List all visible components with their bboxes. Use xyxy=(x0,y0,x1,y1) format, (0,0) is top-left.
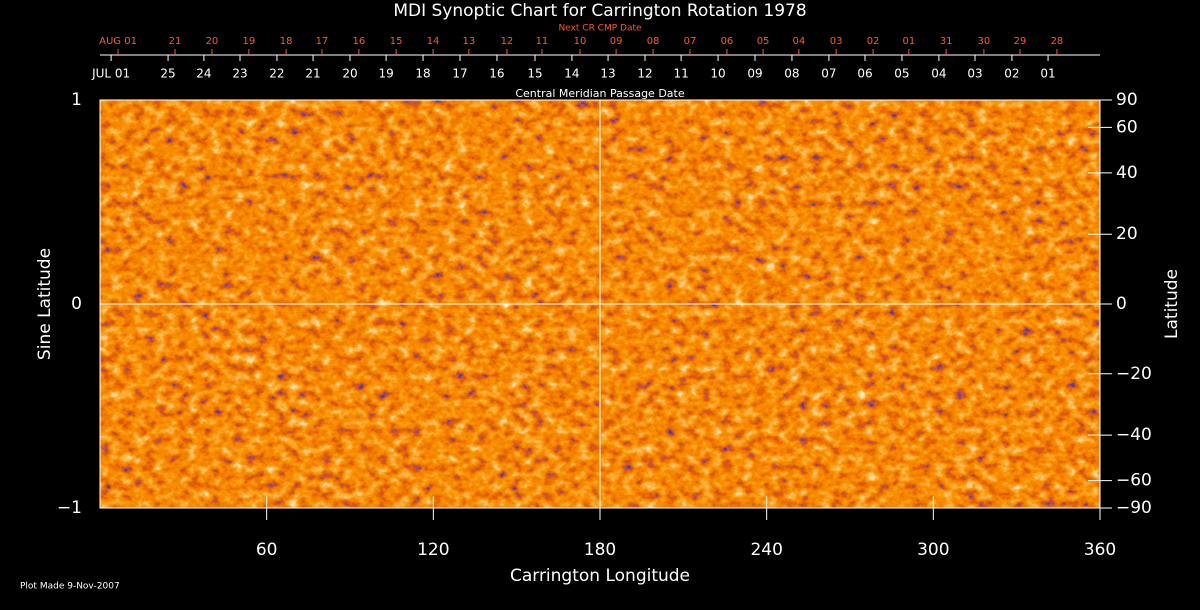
y2-tick-label: 40 xyxy=(1116,163,1138,183)
date-tick-label: 14 xyxy=(564,67,579,81)
date-tick-label: 11 xyxy=(536,36,549,47)
date-tick-label: 11 xyxy=(673,67,688,81)
chart-title: MDI Synoptic Chart for Carrington Rotati… xyxy=(393,1,806,21)
x-tick-label: 240 xyxy=(750,540,782,560)
x-tick-label: 120 xyxy=(417,540,449,560)
date-tick-label: 12 xyxy=(637,67,652,81)
date-tick-label: 08 xyxy=(784,67,799,81)
date-tick-label: 14 xyxy=(427,36,440,47)
date-tick-label: 20 xyxy=(342,67,357,81)
date-tick-label: 10 xyxy=(574,36,587,47)
footnote: Plot Made 9-Nov-2007 xyxy=(20,582,120,592)
date-tick-label: 17 xyxy=(452,67,467,81)
date-tick-label: 15 xyxy=(527,67,542,81)
y2-tick-label: 20 xyxy=(1116,224,1138,244)
y2-tick-label: −60 xyxy=(1116,471,1152,491)
x-axis-label: Carrington Longitude xyxy=(510,566,690,586)
date-tick-label: 18 xyxy=(280,36,293,47)
date-tick-label: 02 xyxy=(867,36,880,47)
y-tick-label: 1 xyxy=(71,90,82,110)
date-tick-label: 12 xyxy=(501,36,514,47)
date-tick-label: 09 xyxy=(610,36,623,47)
date-tick-label: 03 xyxy=(967,67,982,81)
y2-tick-label: 90 xyxy=(1116,90,1138,110)
date-tick-label: 16 xyxy=(353,36,366,47)
y2-axis-label: Latitude xyxy=(1162,269,1182,339)
date-tick-label: 08 xyxy=(647,36,660,47)
date-tick-label: 21 xyxy=(169,36,182,47)
date-tick-label: 19 xyxy=(378,67,393,81)
y2-tick-label: −90 xyxy=(1116,498,1152,518)
date-tick-label: 20 xyxy=(206,36,219,47)
date-tick-label: 21 xyxy=(305,67,320,81)
y2-tick-label: −40 xyxy=(1116,425,1152,445)
cmp-axis-label: Central Meridian Passage Date xyxy=(515,87,684,100)
date-tick-label: 01 xyxy=(1040,67,1055,81)
date-tick-label: 13 xyxy=(600,67,615,81)
y2-tick-label: −20 xyxy=(1116,364,1152,384)
date-tick-label: 07 xyxy=(684,36,697,47)
next-cmp-axis-label: Next CR CMP Date xyxy=(558,24,642,34)
date-tick-label: 25 xyxy=(160,67,175,81)
date-tick-label: 13 xyxy=(463,36,476,47)
date-tick-label: 04 xyxy=(931,67,946,81)
x-tick-label: 360 xyxy=(1084,540,1116,560)
date-tick-label: 06 xyxy=(857,67,872,81)
date-tick-label: 16 xyxy=(489,67,504,81)
date-tick-label: 09 xyxy=(747,67,762,81)
date-tick-label: 03 xyxy=(830,36,843,47)
date-tick-label: 24 xyxy=(196,67,211,81)
y-axis-label: Sine Latitude xyxy=(35,248,55,360)
date-tick-label: 31 xyxy=(940,36,953,47)
date-tick-label: 15 xyxy=(390,36,403,47)
date-tick-label: 29 xyxy=(1014,36,1027,47)
date-tick-label: 06 xyxy=(721,36,734,47)
date-tick-label: 01 xyxy=(903,36,916,47)
date-tick-label: JUL 01 xyxy=(91,67,130,81)
date-tick-label: 19 xyxy=(243,36,256,47)
date-tick-label: 07 xyxy=(821,67,836,81)
date-tick-label: 30 xyxy=(978,36,991,47)
x-tick-label: 300 xyxy=(917,540,949,560)
date-tick-label: 10 xyxy=(710,67,725,81)
date-tick-label: 05 xyxy=(757,36,770,47)
x-tick-label: 60 xyxy=(256,540,278,560)
y2-tick-label: 60 xyxy=(1116,117,1138,137)
date-tick-label: 04 xyxy=(793,36,806,47)
date-tick-label: 22 xyxy=(269,67,284,81)
date-tick-label: AUG 01 xyxy=(99,36,137,47)
y-tick-label: 0 xyxy=(71,294,82,314)
x-tick-label: 180 xyxy=(584,540,616,560)
y-tick-label: −1 xyxy=(57,498,82,518)
date-tick-label: 17 xyxy=(316,36,329,47)
date-tick-label: 28 xyxy=(1051,36,1064,47)
date-tick-label: 18 xyxy=(415,67,430,81)
date-tick-label: 05 xyxy=(894,67,909,81)
date-tick-label: 23 xyxy=(232,67,247,81)
date-tick-label: 02 xyxy=(1004,67,1019,81)
y2-tick-label: 0 xyxy=(1116,294,1127,314)
